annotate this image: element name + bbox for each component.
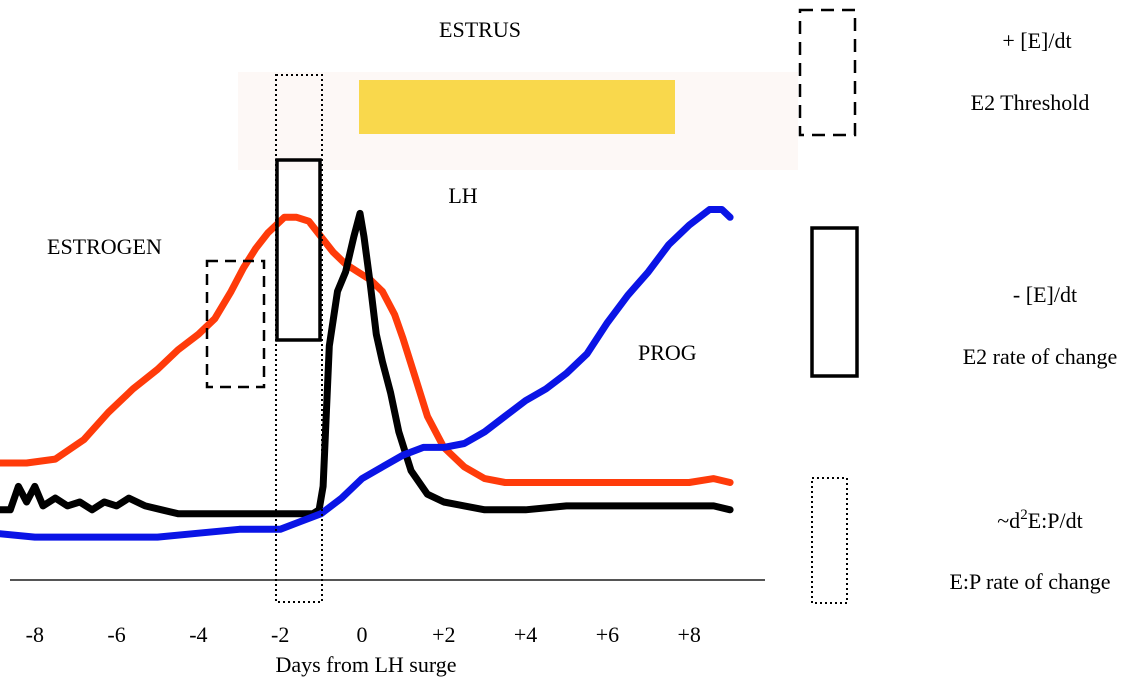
legend-dashed-caption: E2 Threshold [971, 90, 1090, 115]
ep-rate-box [275, 74, 323, 603]
x-tick-label: -6 [107, 622, 125, 647]
legend-dotted-formula: ~d2E:P/dt [997, 507, 1082, 533]
estrus-bar [359, 80, 675, 134]
legend-dotted-caption: E:P rate of change [949, 569, 1110, 594]
x-tick-label: +4 [514, 622, 537, 647]
lh-label: LH [448, 183, 477, 208]
legend-dashed-swatch [798, 8, 857, 137]
series-line-estrogen [0, 213, 734, 486]
estrus-label: ESTRUS [439, 17, 521, 42]
prog-label: PROG [638, 340, 697, 365]
legend-dashed-formula: + [E]/dt [1002, 28, 1071, 53]
e2-rate-box [275, 158, 322, 342]
legend-dotted-swatch [811, 477, 848, 604]
series-line-lh [0, 209, 734, 518]
estrogen-label: ESTROGEN [47, 234, 162, 259]
legend-solid-caption: E2 rate of change [963, 344, 1118, 369]
x-tick-label: -4 [189, 622, 207, 647]
x-tick-label: +2 [432, 622, 455, 647]
e2-threshold-box [205, 259, 266, 389]
series-layer [0, 206, 734, 541]
x-tick-labels: -8 -6 -4 -2 0 +2 +4 +6 +8 [26, 622, 701, 647]
x-tick-label: +6 [596, 622, 619, 647]
legend-solid-swatch [810, 226, 859, 378]
x-tick-label: +8 [677, 622, 700, 647]
x-tick-label: -2 [271, 622, 289, 647]
series-line-prog [0, 206, 734, 541]
x-axis-label: Days from LH surge [275, 652, 456, 677]
x-tick-label: 0 [357, 622, 368, 647]
legend-solid-formula: - [E]/dt [1013, 282, 1077, 307]
x-tick-label: -8 [26, 622, 44, 647]
